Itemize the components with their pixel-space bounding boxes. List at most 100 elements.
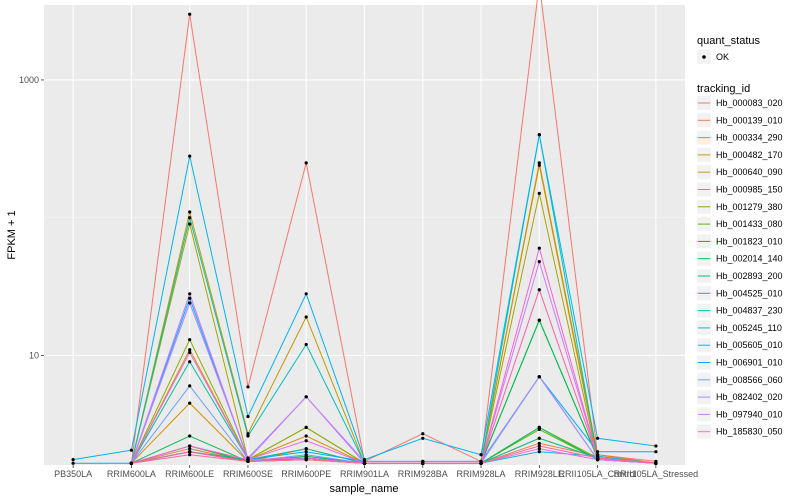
data-point-22-9 — [596, 456, 600, 460]
data-point-22-10 — [654, 461, 658, 465]
data-point-22-1 — [129, 461, 133, 465]
legend-label-16: Hb_008566_060 — [716, 375, 783, 385]
x-tick-label-9: RRII105LA_Control — [559, 469, 637, 479]
data-point-17-2 — [188, 301, 192, 305]
legend-point-ok — [702, 55, 706, 59]
data-point-6-4 — [304, 425, 308, 429]
data-point-14-8 — [537, 133, 541, 137]
data-point-12-4 — [304, 342, 308, 347]
data-point-11-8 — [537, 436, 541, 440]
data-point-22-8 — [537, 444, 541, 448]
data-point-6-2 — [188, 338, 192, 342]
data-point-15-0 — [71, 461, 75, 465]
data-point-9-2 — [188, 434, 192, 438]
data-point-20-2 — [188, 444, 192, 448]
x-tick-label-2: RRIM600LE — [165, 469, 214, 479]
data-point-3-2 — [188, 401, 192, 405]
x-tick-label-4: RRIM600PE — [281, 469, 331, 479]
legend-label-9: Hb_002014_140 — [716, 254, 783, 264]
data-point-22-5 — [362, 461, 367, 465]
y-axis: 10 1000 — [19, 75, 44, 360]
data-point-14-3 — [246, 414, 250, 419]
data-point-0-4 — [304, 161, 308, 165]
data-point-14-6 — [421, 436, 425, 440]
data-point-14-4 — [304, 292, 308, 296]
legend-label-7: Hb_001433_080 — [716, 219, 783, 229]
x-tick-label-7: RRIM928LA — [457, 469, 506, 479]
data-point-18-2 — [188, 292, 192, 296]
x-tick-label-6: RRIM928BA — [398, 469, 448, 479]
data-point-21-8 — [537, 288, 541, 292]
x-tick-label-5: RRIM901LA — [340, 469, 389, 479]
legend-label-18: Hb_097940_010 — [716, 409, 783, 419]
data-point-18-4 — [304, 395, 308, 399]
data-point-2-2 — [188, 348, 192, 352]
y-tick-label-1: 1000 — [19, 75, 39, 85]
data-point-0-3 — [246, 385, 250, 389]
legend-label-5: Hb_000985_150 — [716, 185, 783, 195]
data-point-22-4 — [304, 458, 308, 462]
data-point-22-3 — [246, 459, 250, 463]
series-line-17 — [130, 301, 656, 464]
x-tick-label-8: RRIM928LE — [515, 469, 564, 479]
data-point-11-4 — [304, 447, 308, 451]
data-point-14-2 — [188, 154, 192, 158]
data-point-20-8 — [537, 246, 541, 250]
data-point-19-4 — [304, 439, 308, 443]
legend-title-quant-status: quant_status — [697, 35, 760, 47]
series-line-22 — [131, 445, 656, 464]
data-point-1-8 — [537, 441, 541, 445]
legend: quant_status OK tracking_id Hb_000083_02… — [697, 35, 783, 439]
legend-label-3: Hb_000482_170 — [716, 150, 783, 160]
x-tick-label-1: RRIM600LA — [107, 469, 156, 479]
legend-label-1: Hb_000139_010 — [716, 115, 783, 125]
legend-label-ok: OK — [716, 52, 729, 62]
data-point-15-4 — [304, 450, 308, 454]
data-point-11-2 — [188, 360, 192, 364]
data-point-16-2 — [188, 384, 192, 388]
data-point-18-8 — [537, 260, 541, 264]
data-point-21-2 — [188, 450, 192, 454]
data-point-1-2 — [188, 447, 192, 451]
x-tick-label-0: PB350LA — [54, 469, 92, 479]
data-point-15-10 — [654, 450, 658, 454]
x-tick-label-10: RRII105LA_Stressed — [614, 469, 699, 479]
legend-label-8: Hb_001823_010 — [716, 236, 783, 246]
legend-label-15: Hb_006901_010 — [716, 358, 783, 368]
data-point-22-7 — [479, 461, 483, 465]
data-point-14-1 — [129, 448, 133, 452]
data-point-14-9 — [596, 436, 600, 440]
series-lines — [73, 0, 656, 464]
legend-items: Hb_000083_020 Hb_000139_010 Hb_000334_290 H… — [697, 96, 783, 439]
data-point-14-0 — [71, 458, 75, 462]
data-point-12-2 — [188, 216, 192, 220]
data-point-19-2 — [188, 350, 192, 355]
data-point-9-8 — [537, 318, 541, 322]
data-point-10-8 — [537, 425, 541, 429]
legend-label-4: Hb_000640_090 — [716, 167, 783, 177]
data-point-14-7 — [479, 453, 483, 457]
data-point-16-4 — [304, 453, 308, 457]
series-points — [71, 12, 658, 465]
data-point-2-4 — [304, 434, 308, 438]
x-tick-label-3: RRIM600SE — [223, 469, 273, 479]
legend-title-tracking-id: tracking_id — [697, 83, 750, 95]
data-point-22-2 — [188, 453, 192, 457]
data-point-5-8 — [537, 191, 541, 195]
legend-label-11: Hb_004525_010 — [716, 288, 783, 298]
legend-label-6: Hb_001279_380 — [716, 202, 783, 212]
data-point-13-8 — [537, 450, 541, 454]
data-point-5-2 — [188, 222, 192, 226]
y-axis-title: FPKM + 1 — [6, 210, 18, 259]
series-line-0 — [130, 0, 656, 464]
y-tick-label-0: 10 — [29, 350, 39, 360]
data-point-0-6 — [421, 432, 425, 436]
data-point-15-2 — [188, 296, 192, 300]
legend-label-0: Hb_000083_020 — [716, 98, 783, 108]
data-point-14-10 — [654, 444, 658, 448]
data-point-4-3 — [246, 432, 250, 436]
legend-label-19: Hb_185830_050 — [716, 427, 783, 437]
major-gridlines — [44, 5, 685, 465]
data-point-17-8 — [537, 375, 541, 379]
